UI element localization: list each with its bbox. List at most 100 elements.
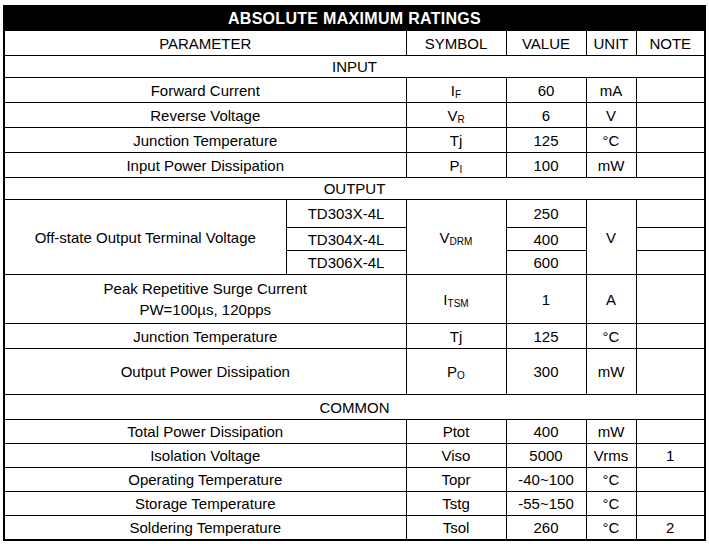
symbol-subscript: O: [457, 370, 465, 381]
table-row: Total Power Dissipation Ptot 400 mW: [4, 420, 705, 444]
table-row: Forward Current IF 60 mA: [4, 78, 705, 103]
unit-cell: mW: [586, 349, 636, 395]
note-cell: [636, 78, 705, 103]
table-row: Storage Temperature Tstg -55~150 °C: [4, 492, 705, 516]
symbol-subscript: DRM: [450, 236, 473, 247]
symbol-base: Ptot: [443, 423, 470, 440]
symbol-cell: ITSM: [406, 275, 506, 324]
value-cell: 250: [506, 200, 586, 228]
datasheet-table-container: ABSOLUTE MAXIMUM RATINGS PARAMETER SYMBO…: [3, 5, 706, 541]
parameter-cell: Total Power Dissipation: [4, 420, 406, 444]
value-cell: 400: [506, 228, 586, 251]
table-row: Operating Temperature Topr -40~100 °C: [4, 468, 705, 492]
parameter-cell: Forward Current: [4, 78, 406, 103]
header-note: NOTE: [636, 31, 705, 56]
table-row: Output Power Dissipation PO 300 mW: [4, 349, 705, 395]
note-cell: [636, 251, 705, 275]
symbol-base: Tstg: [442, 495, 470, 512]
value-cell: -55~150: [506, 492, 586, 516]
value-cell: 60: [506, 78, 586, 103]
note-cell: [636, 468, 705, 492]
note-cell: [636, 420, 705, 444]
symbol-base: I: [443, 291, 447, 308]
note-cell: [636, 275, 705, 324]
section-header-row-input: INPUT: [4, 56, 705, 78]
note-cell: 1: [636, 444, 705, 468]
unit-cell: °C: [586, 468, 636, 492]
table-row: Junction Temperature Tj 125 °C: [4, 324, 705, 349]
symbol-subscript: R: [457, 114, 464, 125]
value-cell: 260: [506, 516, 586, 541]
table-row: Peak Repetitive Surge Current PW=100µs, …: [4, 275, 705, 324]
unit-cell: °C: [586, 492, 636, 516]
symbol-subscript: I: [460, 164, 463, 175]
unit-cell: mW: [586, 420, 636, 444]
note-cell: [636, 324, 705, 349]
unit-cell: V: [586, 103, 636, 128]
table-row: Junction Temperature Tj 125 °C: [4, 128, 705, 153]
note-cell: [636, 492, 705, 516]
symbol-base: P: [447, 363, 457, 380]
page-title: ABSOLUTE MAXIMUM RATINGS: [4, 6, 705, 31]
header-value: VALUE: [506, 31, 586, 56]
parameter-cell: Isolation Voltage: [4, 444, 406, 468]
value-cell: 5000: [506, 444, 586, 468]
note-cell: [636, 349, 705, 395]
parameter-cell: Operating Temperature: [4, 468, 406, 492]
symbol-cell: PO: [406, 349, 506, 395]
parameter-cell: Off-state Output Terminal Voltage: [4, 200, 286, 275]
unit-cell: °C: [586, 324, 636, 349]
table-row: Isolation Voltage Viso 5000 Vrms 1: [4, 444, 705, 468]
unit-cell: A: [586, 275, 636, 324]
parameter-cell: Output Power Dissipation: [4, 349, 406, 395]
parameter-cell: Soldering Temperature: [4, 516, 406, 541]
symbol-cell: IF: [406, 78, 506, 103]
symbol-cell: Tj: [406, 128, 506, 153]
parameter-cell: Storage Temperature: [4, 492, 406, 516]
section-header-row-output: OUTPUT: [4, 178, 705, 200]
header-parameter: PARAMETER: [4, 31, 406, 56]
note-cell: [636, 153, 705, 178]
value-cell: 125: [506, 128, 586, 153]
symbol-base: Tsol: [443, 519, 470, 536]
value-cell: 125: [506, 324, 586, 349]
value-cell: 400: [506, 420, 586, 444]
value-cell: 100: [506, 153, 586, 178]
symbol-subscript: F: [455, 89, 461, 100]
header-unit: UNIT: [586, 31, 636, 56]
symbol-cell: Tsol: [406, 516, 506, 541]
parameter-line: PW=100µs, 120pps: [7, 299, 404, 320]
symbol-cell: VR: [406, 103, 506, 128]
unit-cell: mW: [586, 153, 636, 178]
symbol-cell: Viso: [406, 444, 506, 468]
variant-cell: TD306X-4L: [286, 251, 406, 275]
symbol-cell: VDRM: [406, 200, 506, 275]
section-label-output: OUTPUT: [4, 178, 705, 200]
note-cell: 2: [636, 516, 705, 541]
symbol-cell: Topr: [406, 468, 506, 492]
symbol-subscript: TSM: [448, 298, 469, 309]
header-symbol: SYMBOL: [406, 31, 506, 56]
parameter-cell: Junction Temperature: [4, 128, 406, 153]
parameter-cell: Input Power Dissipation: [4, 153, 406, 178]
parameter-cell: Peak Repetitive Surge Current PW=100µs, …: [4, 275, 406, 324]
symbol-cell: PI: [406, 153, 506, 178]
value-cell: 6: [506, 103, 586, 128]
symbol-base: Tj: [450, 132, 463, 149]
note-cell: [636, 128, 705, 153]
section-label-common: COMMON: [4, 395, 705, 420]
value-cell: -40~100: [506, 468, 586, 492]
symbol-base: Topr: [441, 471, 470, 488]
table-row: Input Power Dissipation PI 100 mW: [4, 153, 705, 178]
note-cell: [636, 103, 705, 128]
value-cell: 600: [506, 251, 586, 275]
column-header-row: PARAMETER SYMBOL VALUE UNIT NOTE: [4, 31, 705, 56]
symbol-base: P: [450, 157, 460, 174]
unit-cell: °C: [586, 516, 636, 541]
parameter-cell: Reverse Voltage: [4, 103, 406, 128]
value-cell: 1: [506, 275, 586, 324]
variant-cell: TD304X-4L: [286, 228, 406, 251]
section-label-input: INPUT: [4, 56, 705, 78]
value-cell: 300: [506, 349, 586, 395]
unit-cell: Vrms: [586, 444, 636, 468]
